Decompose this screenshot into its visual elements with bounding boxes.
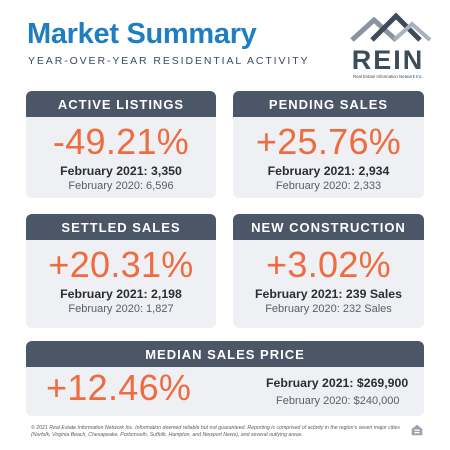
percent-change: +25.76% bbox=[255, 121, 402, 162]
current-value: February 2021: 2,934 bbox=[267, 164, 390, 178]
current-value: February 2021: 239 Sales bbox=[255, 287, 402, 301]
previous-value: February 2020: $240,000 bbox=[276, 395, 400, 407]
footer-disclaimer: © 2021 Real Estate Information Network I… bbox=[31, 425, 400, 438]
percent-change: +12.46% bbox=[46, 367, 192, 408]
card-title: MEDIAN SALES PRICE bbox=[26, 341, 424, 367]
previous-value: February 2020: 232 Sales bbox=[265, 303, 392, 315]
current-value: February 2021: $269,900 bbox=[266, 376, 409, 390]
logo-text: REIN bbox=[351, 45, 425, 75]
equal-housing-opportunity-icon bbox=[411, 424, 423, 436]
current-value: February 2021: 3,350 bbox=[60, 164, 182, 178]
active-listings-card: ACTIVE LISTINGS -49.21% February 2021: 3… bbox=[26, 91, 216, 198]
card-title: ACTIVE LISTINGS bbox=[26, 91, 216, 117]
card-title: NEW CONSTRUCTION bbox=[233, 214, 424, 240]
logo-tagline: Real Estate Information Network Inc. bbox=[353, 74, 423, 79]
rein-logo: REIN Real Estate Information Network Inc… bbox=[338, 12, 438, 80]
current-value: February 2021: 2,198 bbox=[60, 287, 182, 301]
page-title: Market Summary bbox=[27, 18, 257, 50]
previous-value: February 2020: 1,827 bbox=[68, 303, 174, 315]
new-construction-card: NEW CONSTRUCTION +3.02% February 2021: 2… bbox=[233, 214, 424, 328]
card-title: SETTLED SALES bbox=[26, 214, 216, 240]
median-sales-price-card: MEDIAN SALES PRICE +12.46% February 2021… bbox=[26, 341, 424, 416]
previous-value: February 2020: 2,333 bbox=[275, 180, 382, 192]
house-roofs-icon bbox=[350, 12, 432, 42]
settled-sales-card: SETTLED SALES +20.31% February 2021: 2,1… bbox=[26, 214, 216, 328]
previous-value: February 2020: 6,596 bbox=[68, 180, 174, 192]
percent-change: -49.21% bbox=[52, 121, 190, 162]
percent-change: +20.31% bbox=[48, 244, 194, 285]
percent-change: +3.02% bbox=[266, 244, 391, 285]
pending-sales-card: PENDING SALES +25.76% February 2021: 2,9… bbox=[233, 91, 424, 198]
page-subtitle: YEAR-OVER-YEAR RESIDENTIAL ACTIVITY bbox=[28, 55, 310, 67]
card-title: PENDING SALES bbox=[233, 91, 424, 117]
